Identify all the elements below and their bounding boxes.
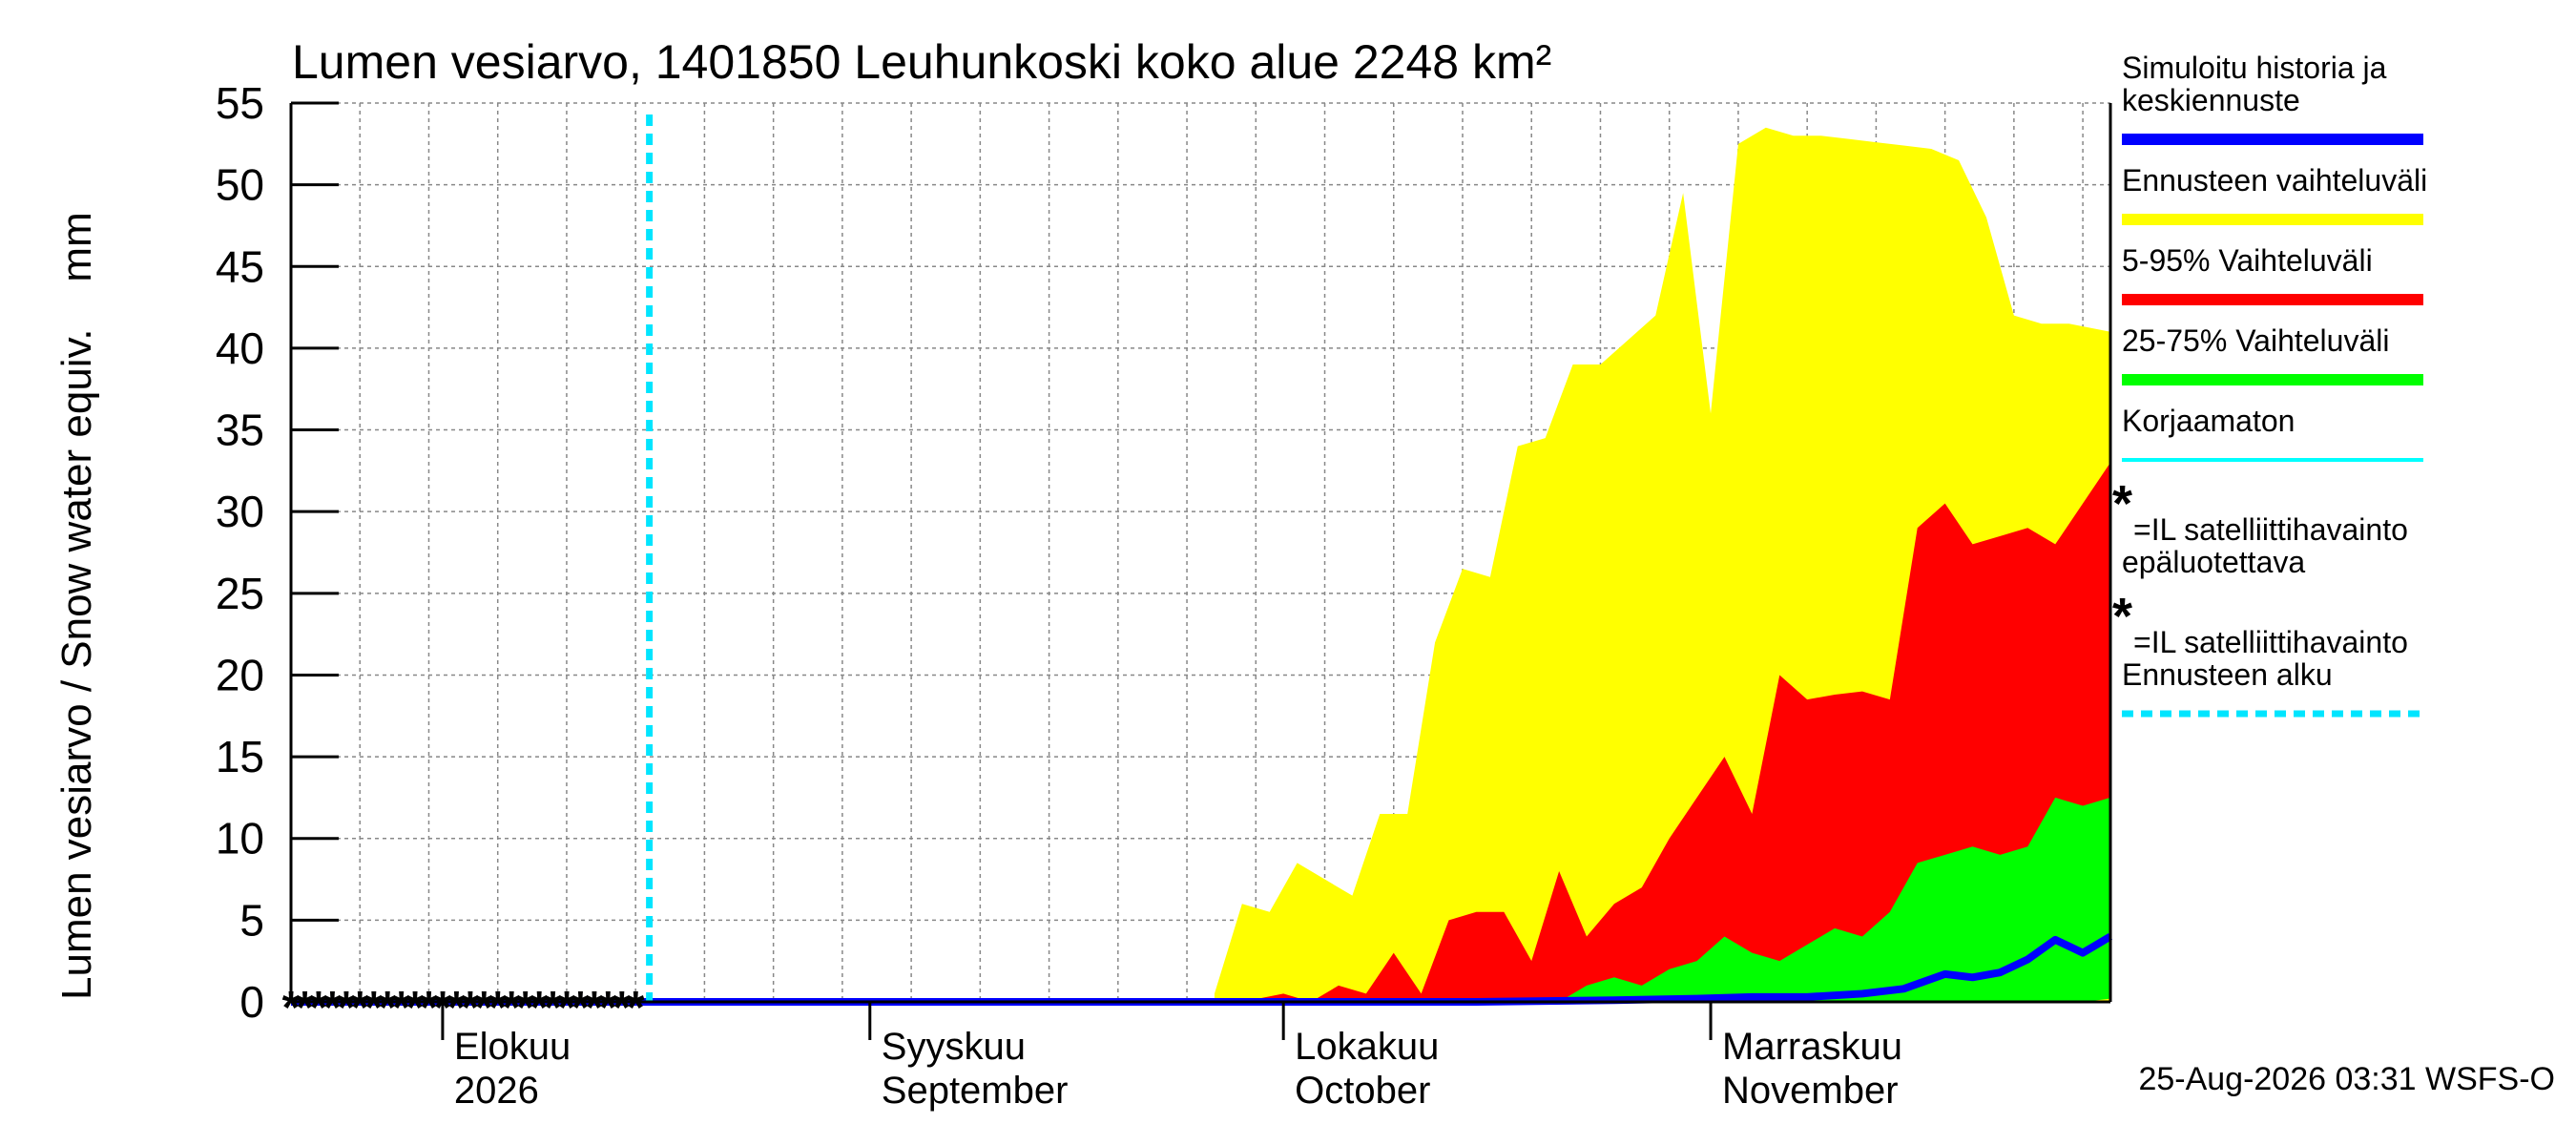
- obs-reliable-marker: *: [447, 983, 466, 1033]
- y-tick-label: 20: [216, 650, 264, 699]
- obs-unreliable-marker: *: [613, 983, 631, 1033]
- month-label-secondary: September: [882, 1070, 1069, 1112]
- range-25-75-area: [1559, 797, 2110, 1002]
- legend-label: Ennusteen alku: [2122, 657, 2333, 692]
- y-tick-label: 50: [216, 160, 264, 210]
- y-tick-label: 0: [239, 977, 264, 1027]
- legend-marker: *: [2112, 588, 2132, 645]
- y-tick-label: 25: [216, 569, 264, 618]
- y-tick-label: 5: [239, 895, 264, 945]
- y-axis-label: Lumen vesiarvo / Snow water equiv. mm: [53, 212, 100, 1000]
- y-tick-label: 40: [216, 323, 264, 373]
- obs-reliable-marker: *: [488, 983, 507, 1033]
- legend-label: keskiennuste: [2122, 83, 2300, 117]
- obs-unreliable-marker: *: [599, 983, 617, 1033]
- y-tick-label: 15: [216, 732, 264, 781]
- legend-label: 5-95% Vaihteluväli: [2122, 243, 2373, 278]
- obs-reliable-marker: *: [530, 983, 549, 1033]
- obs-unreliable-marker: *: [406, 983, 425, 1033]
- legend-label: Ennusteen vaihteluväli: [2122, 163, 2427, 198]
- range-5-95-area: [1241, 462, 2110, 1002]
- obs-reliable-marker: *: [571, 983, 590, 1033]
- obs-reliable-marker: *: [323, 983, 342, 1033]
- legend-label: =IL satelliittihavainto: [2133, 512, 2408, 547]
- obs-unreliable-marker: *: [364, 983, 383, 1033]
- obs-reliable-marker: *: [544, 983, 562, 1033]
- obs-unreliable-marker: *: [379, 983, 397, 1033]
- obs-reliable-marker: *: [475, 983, 493, 1033]
- obs-unreliable-marker: *: [392, 983, 410, 1033]
- month-label: Lokakuu: [1295, 1026, 1439, 1068]
- y-tick-label: 45: [216, 241, 264, 291]
- legend-label: Simuloitu historia ja: [2122, 51, 2387, 85]
- observation-markers: **************************: [282, 983, 645, 1033]
- legend-label: Korjaamaton: [2122, 404, 2295, 438]
- chart-title: Lumen vesiarvo, 1401850 Leuhunkoski koko…: [292, 35, 1551, 89]
- obs-reliable-marker: *: [351, 983, 369, 1033]
- obs-reliable-marker: *: [503, 983, 521, 1033]
- obs-reliable-marker: *: [310, 983, 328, 1033]
- obs-reliable-marker: *: [627, 983, 645, 1033]
- range-areas: [1214, 127, 2110, 1002]
- obs-unreliable-marker: *: [516, 983, 534, 1033]
- y-tick-label: 10: [216, 814, 264, 864]
- obs-reliable-marker: *: [558, 983, 576, 1033]
- obs-reliable-marker: *: [337, 983, 355, 1033]
- month-label: Syyskuu: [882, 1026, 1026, 1068]
- month-label-secondary: October: [1295, 1070, 1430, 1112]
- month-label-secondary: 2026: [454, 1070, 539, 1112]
- month-label-secondary: November: [1722, 1070, 1899, 1112]
- legend-label: =IL satelliittihavainto: [2133, 625, 2408, 659]
- y-tick-label: 30: [216, 487, 264, 536]
- y-tick-label: 35: [216, 406, 264, 455]
- obs-reliable-marker: *: [461, 983, 479, 1033]
- obs-reliable-marker: *: [420, 983, 438, 1033]
- obs-reliable-marker: *: [296, 983, 314, 1033]
- y-tick-label: 55: [216, 78, 264, 128]
- footer-timestamp: 25-Aug-2026 03:31 WSFS-O: [2138, 1061, 2555, 1097]
- legend-label: epäluotettava: [2122, 545, 2305, 579]
- legend-label: 25-75% Vaihteluväli: [2122, 323, 2389, 358]
- obs-reliable-marker: *: [282, 983, 301, 1033]
- month-label: Marraskuu: [1722, 1026, 1902, 1068]
- legend-marker: *: [2112, 475, 2132, 532]
- obs-unreliable-marker: *: [585, 983, 603, 1033]
- month-label: Elokuu: [454, 1026, 571, 1068]
